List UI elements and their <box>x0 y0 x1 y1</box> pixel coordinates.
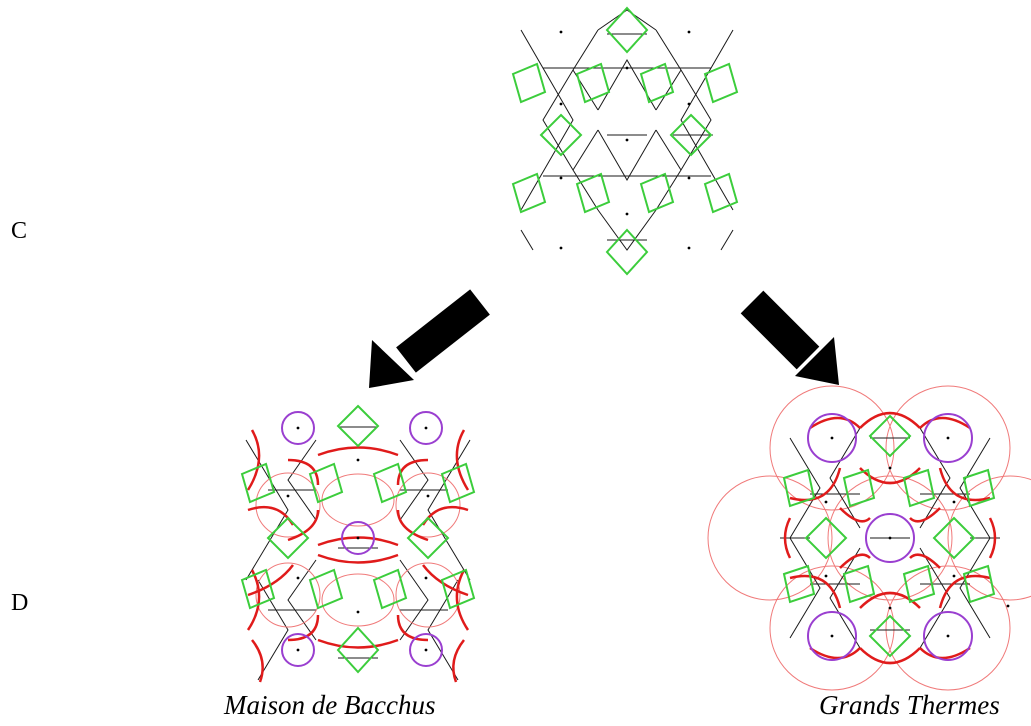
arrow-right <box>740 290 839 385</box>
caption-maison-de-bacchus: Maison de Bacchus <box>224 690 436 720</box>
green-squares <box>782 414 996 658</box>
purple-circles <box>807 413 973 661</box>
hexagon-lattice-lines <box>245 426 471 681</box>
tiling-pattern-grands-thermes <box>707 385 1031 691</box>
row-label-c: C <box>11 218 28 244</box>
bold-red-arcs <box>783 411 997 665</box>
tiling-pattern-maison-de-bacchus <box>240 404 476 683</box>
thin-red-circles <box>707 385 1031 691</box>
bold-red-arcs <box>246 429 470 683</box>
green-squares <box>240 404 476 674</box>
lattice-dots <box>559 30 691 250</box>
purple-circles <box>281 411 443 667</box>
green-squares <box>511 6 739 276</box>
caption-grands-thermes: Grands Thermes <box>819 690 1000 720</box>
tiling-pattern-top <box>511 6 739 276</box>
lattice-dots <box>824 436 1010 638</box>
row-label-d: D <box>11 590 29 616</box>
thin-red-arcs <box>255 472 461 628</box>
arrow-left <box>369 289 490 388</box>
lattice-dots <box>286 426 430 652</box>
